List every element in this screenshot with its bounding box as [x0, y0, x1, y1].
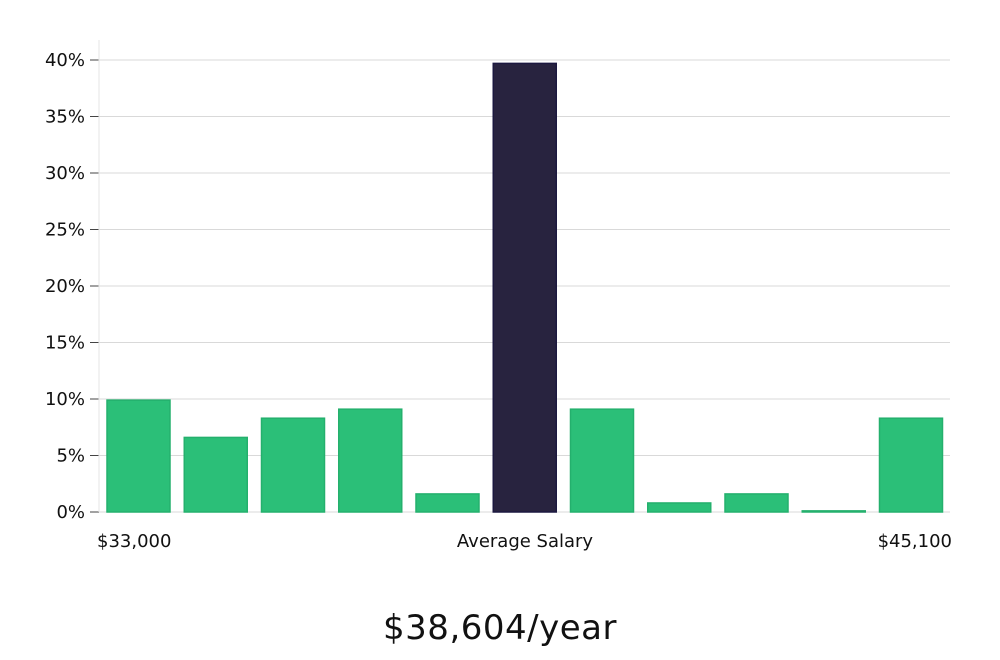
y-tick-label: 10% — [45, 389, 85, 410]
bar — [724, 493, 789, 513]
x-label-max: $45,100 — [878, 531, 952, 552]
x-label-average: Average Salary — [457, 531, 594, 552]
bar — [878, 417, 944, 513]
bar — [106, 399, 171, 513]
y-tick-label: 35% — [45, 107, 85, 128]
y-tick-label: 15% — [45, 333, 85, 354]
bars — [106, 62, 944, 513]
bar — [260, 417, 326, 513]
y-tick-label: 20% — [45, 276, 85, 297]
average-salary-value: $38,604/year — [383, 608, 617, 648]
bar — [183, 436, 248, 513]
y-tick-label: 5% — [56, 446, 85, 467]
bar — [647, 502, 712, 513]
y-tick-label: 40% — [45, 50, 85, 71]
x-label-min: $33,000 — [97, 531, 171, 552]
bar — [801, 510, 866, 513]
y-tick-label: 30% — [45, 163, 85, 184]
y-axis-ticks: 0% 5% 10% 15% 20% 25% 30% 35% 40% — [45, 50, 99, 523]
bar — [415, 493, 480, 513]
bar — [338, 408, 403, 513]
y-tick-label: 25% — [45, 220, 85, 241]
bar — [569, 408, 635, 513]
bar-average — [492, 62, 557, 513]
y-tick-label: 0% — [56, 502, 85, 523]
